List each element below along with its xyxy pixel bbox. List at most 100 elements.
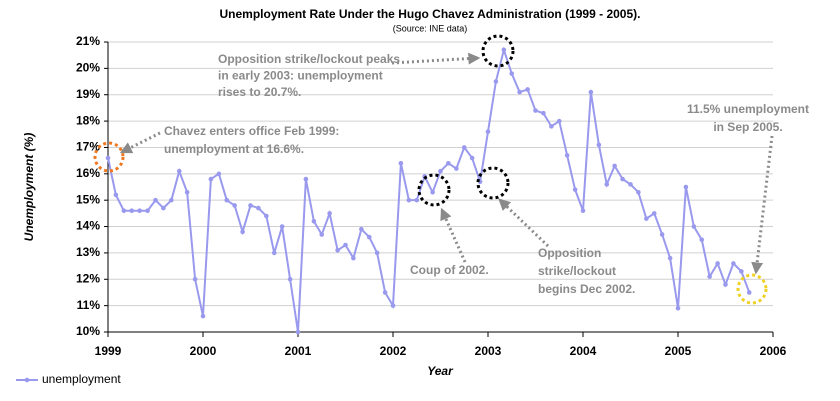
point [501,47,507,53]
point [588,89,594,95]
point [390,303,396,308]
point [279,224,285,229]
point [137,208,142,214]
y-tick-label: 21% [76,34,100,48]
point [121,208,127,214]
point [129,208,135,214]
annotations: Opposition strike/lockout peaks in early … [164,52,809,296]
annotation-shapes [93,34,774,305]
point [295,329,301,335]
highlight-circle [476,166,510,200]
x-tick-label: 2000 [190,344,217,358]
series-line [107,46,751,333]
point [192,276,198,282]
point [145,208,150,214]
y-tick-label: 11% [77,298,101,312]
point [240,229,245,235]
y-tick-label: 20% [76,61,100,75]
x-tick-label: 2006 [760,344,787,358]
y-tick-label: 10% [76,324,100,338]
point [406,197,412,203]
point [169,197,174,203]
point [707,274,712,279]
point [636,189,641,195]
point [232,203,237,208]
annotation-text: unemployment at 16.6%. [164,142,304,156]
arrow [751,135,774,275]
point [374,250,380,256]
x-tick-label: 2005 [665,344,692,358]
point [461,145,467,150]
arrow [440,207,467,263]
point [485,129,491,134]
annotation-text: in early 2003: unemployment [218,69,383,83]
y-tick-label: 19% [76,87,100,101]
point [327,211,332,216]
point [739,269,744,274]
arrow [498,198,550,248]
point [414,197,420,203]
point [533,108,538,113]
point [509,71,515,76]
point [430,189,435,195]
point [691,224,697,229]
point [319,232,325,237]
point [359,226,364,232]
point [153,197,158,203]
point [287,276,293,282]
y-tick-label: 14% [76,219,100,233]
point [303,176,309,182]
legend-swatch [24,377,30,383]
point [699,237,705,243]
legend-label: unemployment [42,372,121,386]
annotation-text: rises to 20.7%. [218,85,301,99]
y-tick-label: 15% [76,192,100,206]
point [454,166,459,171]
point [113,192,119,198]
point [382,290,388,295]
highlight-circle [736,273,768,305]
annotation-text: in Sep 2005. [713,120,782,134]
y-tick-label: 18% [76,113,100,127]
point [105,155,111,161]
point [715,261,720,266]
annotation-text: strike/lockout [538,264,616,278]
point [176,168,182,174]
arrow [119,131,161,154]
point [208,176,214,182]
x-tick-label: 2002 [380,344,407,358]
point [469,155,475,161]
x-axis-label: Year [427,364,454,378]
point [541,110,546,116]
point [216,171,222,177]
point [343,242,348,248]
point [311,218,317,224]
point [675,305,681,311]
plot [105,46,752,335]
point [731,261,736,266]
point [493,79,499,84]
x-tick-label: 2003 [475,344,502,358]
annotation-text: 11.5% unemployment [687,102,809,116]
y-axis-label: Unemployment (%) [22,133,36,242]
point [746,290,752,295]
point [723,282,728,287]
point [446,160,451,166]
point [549,124,554,129]
point [620,176,625,182]
point [580,208,586,214]
highlight-circle [93,141,125,173]
point [612,163,617,169]
legend: unemployment [16,372,121,386]
point [200,313,206,319]
point [644,216,649,221]
annotation-text: Coup of 2002. [410,263,489,277]
y-tick-label: 16% [76,166,100,180]
annotation-text: Opposition [538,246,601,260]
point [271,250,277,256]
point [525,87,530,92]
point [604,182,610,187]
x-tick-label: 2004 [570,344,597,358]
highlight-circle [417,173,451,207]
